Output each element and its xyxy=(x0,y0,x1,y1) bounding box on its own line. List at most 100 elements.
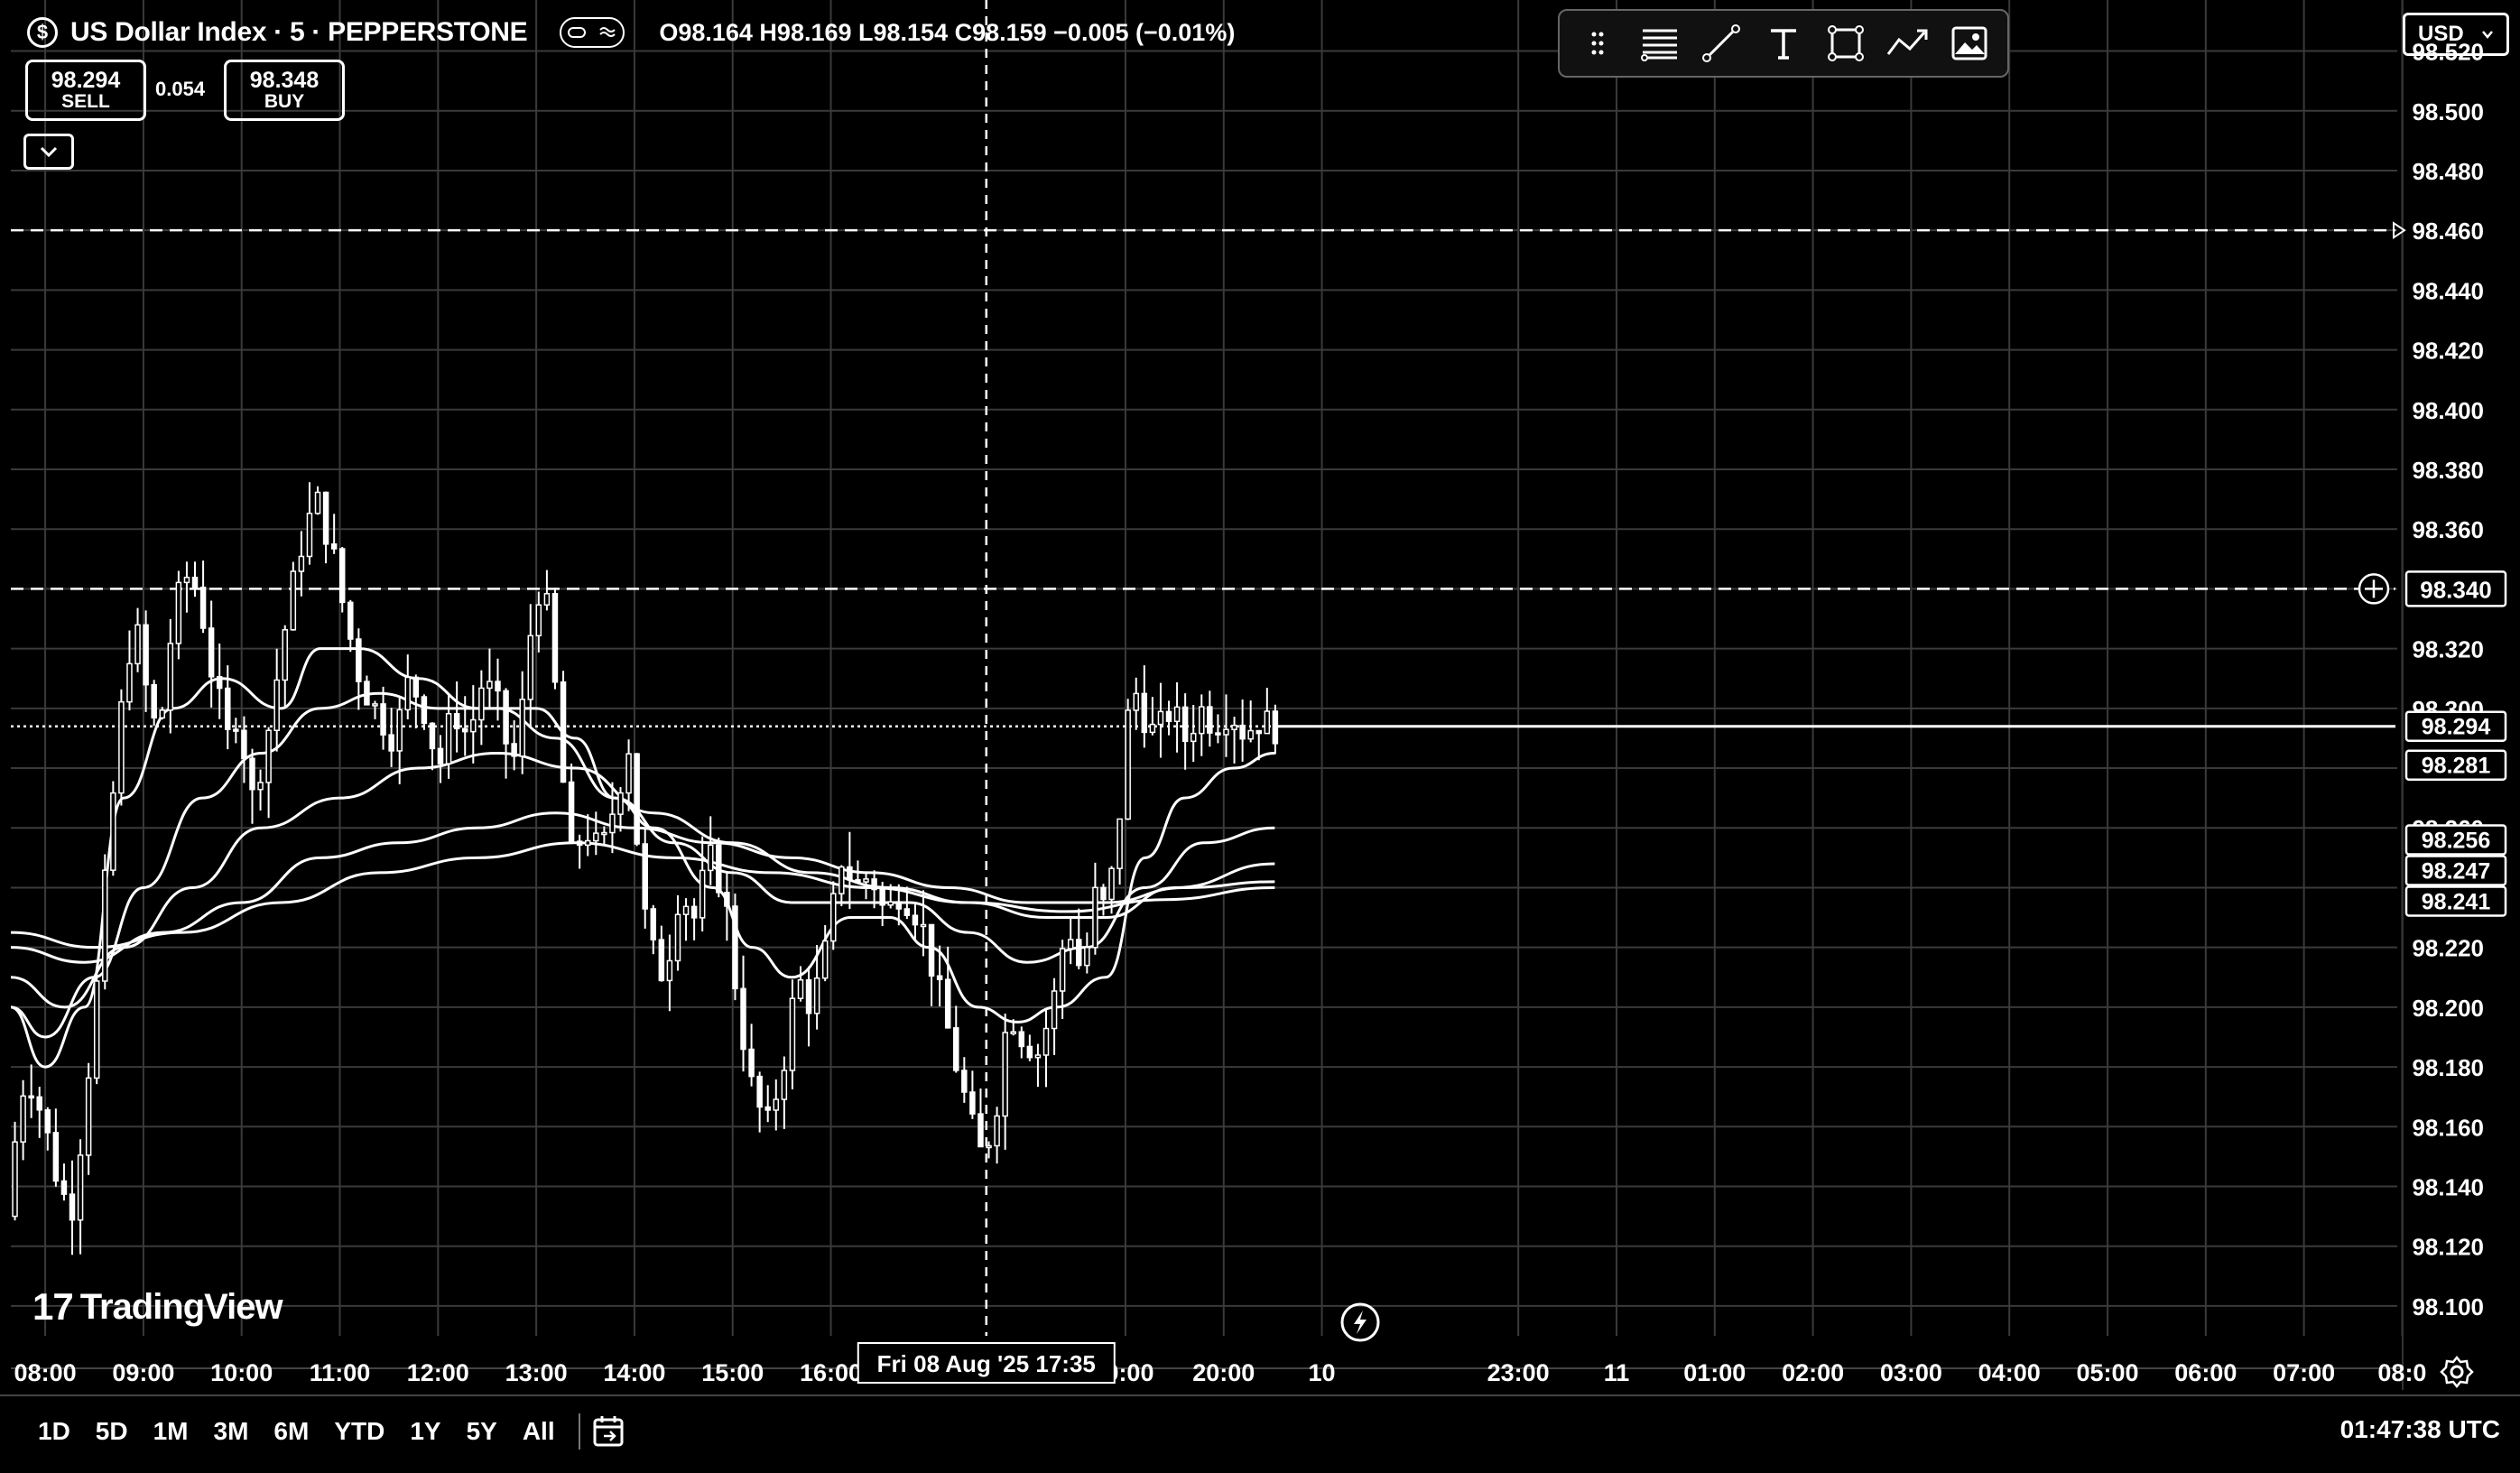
range-1d-button[interactable]: 1D xyxy=(38,1417,70,1445)
time-tick-label: 04:00 xyxy=(1978,1359,2041,1386)
candle-body xyxy=(102,869,108,982)
candle-body xyxy=(1026,1045,1033,1059)
price-tick-label: 98.440 xyxy=(2412,277,2484,304)
symbol-title[interactable]: US Dollar Index · 5 · PEPPERSTONE xyxy=(70,17,528,47)
price-axis[interactable]: 98.100 98.120 98.140 98.160 98.180 98.200 98.2… xyxy=(2412,39,2484,1320)
price-label-box xyxy=(2404,749,2507,781)
candle-body xyxy=(773,1098,780,1111)
candle-body xyxy=(151,683,157,719)
candle-body xyxy=(511,743,517,757)
candle-body xyxy=(813,977,820,1014)
candle-body xyxy=(159,709,165,719)
range-1y-button[interactable]: 1Y xyxy=(410,1417,441,1445)
image-icon[interactable] xyxy=(1947,21,1992,66)
candle-body xyxy=(969,1091,976,1115)
range-all-button[interactable]: All xyxy=(522,1417,555,1445)
candle-body xyxy=(249,757,255,791)
chevron-down-icon xyxy=(2482,31,2493,39)
calendar-goto-icon[interactable] xyxy=(591,1413,627,1450)
candle-body xyxy=(994,1115,1000,1147)
range-5d-button[interactable]: 5D xyxy=(95,1417,128,1445)
range-1m-button[interactable]: 1M xyxy=(153,1417,189,1445)
candle-body xyxy=(77,1154,84,1221)
candle-body xyxy=(871,878,877,891)
candle-body xyxy=(1067,939,1074,950)
candle-body xyxy=(821,940,829,979)
candle-body xyxy=(28,1095,34,1099)
time-tick-label: 10:00 xyxy=(210,1359,273,1386)
candle-body xyxy=(535,604,542,637)
drag-handle-icon[interactable] xyxy=(1575,21,1620,66)
candle-body xyxy=(936,975,943,980)
time-tick-label: 02:00 xyxy=(1782,1359,1844,1386)
candle-body xyxy=(1051,990,1058,1030)
time-tick-label: 23:00 xyxy=(1487,1359,1550,1386)
candle-body xyxy=(740,987,746,1051)
time-axis[interactable]: 08:00 09:00 10:00 11:00 12:00 13:00 14:00 15:00… xyxy=(14,1359,2427,1386)
price-tick-label: 98.360 xyxy=(2412,516,2484,543)
price-tick-label: 98.520 xyxy=(2412,39,2484,66)
candle-body xyxy=(830,893,837,942)
candle-body xyxy=(748,1048,755,1078)
lines-icon[interactable] xyxy=(1637,21,1682,66)
tradingview-mark: 17 xyxy=(32,1285,74,1328)
time-tick-label: 13:00 xyxy=(505,1359,568,1386)
price-tick-label: 98.120 xyxy=(2412,1234,2484,1261)
lightning-icon[interactable] xyxy=(1338,1300,1383,1345)
buy-label: BUY xyxy=(264,91,305,113)
range-6m-button[interactable]: 6M xyxy=(273,1417,310,1445)
price-label-box xyxy=(2404,855,2507,886)
candle-body xyxy=(1239,724,1246,740)
candle-body xyxy=(838,866,845,894)
tradingview-logo[interactable]: 17 TradingView xyxy=(32,1285,283,1329)
candle-body xyxy=(233,728,239,732)
collapse-button[interactable] xyxy=(23,134,74,170)
candle-body xyxy=(1173,706,1181,723)
rectangle-icon[interactable] xyxy=(1823,21,1868,66)
trend-line-icon[interactable] xyxy=(1699,21,1744,66)
candle-body xyxy=(216,676,223,690)
range-ytd-button[interactable]: YTD xyxy=(334,1417,385,1445)
candle-body xyxy=(1002,1032,1008,1117)
candle-body xyxy=(143,624,149,686)
candle-body xyxy=(290,570,297,631)
drawing-toolbar[interactable] xyxy=(1558,9,2009,78)
visibility-toggle-button[interactable] xyxy=(560,17,625,48)
moving-average-line xyxy=(10,841,1275,950)
price-tick-label: 98.320 xyxy=(2412,636,2484,663)
candle-body xyxy=(601,831,607,836)
candle-body xyxy=(85,1077,92,1156)
range-bar[interactable]: 1D 5D 1M 3M 6M YTD 1Y 5Y All xyxy=(25,1406,627,1457)
candle-body xyxy=(437,747,444,764)
candle-body xyxy=(1100,886,1107,901)
time-tick-label: 08:00 xyxy=(14,1359,77,1386)
currency-button[interactable]: USD xyxy=(2403,13,2509,56)
candle-body xyxy=(372,703,378,707)
candles xyxy=(12,482,1279,1255)
price-tick-label: 98.420 xyxy=(2412,338,2484,365)
range-3m-button[interactable]: 3M xyxy=(213,1417,249,1445)
candle-body xyxy=(412,676,420,698)
range-divider xyxy=(578,1413,580,1450)
candle-body xyxy=(470,718,477,733)
buy-button[interactable]: 98.348 BUY xyxy=(224,60,345,121)
symbol-header[interactable]: $ US Dollar Index · 5 · PEPPERSTONE O98.… xyxy=(27,13,1235,52)
sell-button[interactable]: 98.294 SELL xyxy=(25,60,146,121)
candle-body xyxy=(617,792,624,815)
path-icon[interactable] xyxy=(1885,21,1930,66)
time-tick-label: 10 xyxy=(1309,1359,1336,1386)
axis-settings-icon[interactable] xyxy=(2439,1354,2475,1390)
candle-body xyxy=(314,491,321,514)
candle-body xyxy=(879,888,885,906)
candle-body xyxy=(208,627,215,678)
candle-body xyxy=(257,782,264,791)
utc-clock[interactable]: 01:47:38 UTC xyxy=(2339,1415,2500,1443)
candle-body xyxy=(1199,706,1205,735)
range-5y-button[interactable]: 5Y xyxy=(466,1417,497,1445)
tradingview-wordmark: TradingView xyxy=(79,1286,283,1327)
candle-body xyxy=(593,832,599,842)
text-icon[interactable] xyxy=(1761,21,1806,66)
candle-body xyxy=(1133,692,1139,711)
candle-body xyxy=(1149,723,1156,734)
